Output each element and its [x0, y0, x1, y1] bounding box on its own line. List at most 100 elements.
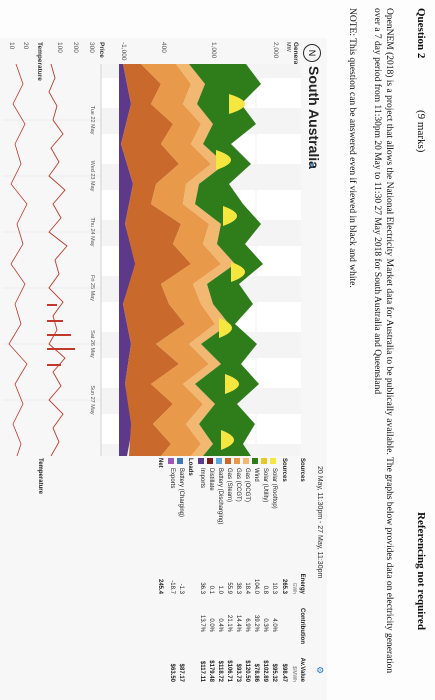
legend-swatch	[198, 458, 204, 464]
load-row[interactable]: Exports -18.7 $63.50	[166, 458, 175, 698]
day-label-fri: Fri 25 May	[89, 275, 95, 301]
day-label-wed: Wed 23 May	[89, 161, 95, 192]
source-name: Gas (CCGT)	[235, 468, 241, 502]
source-name: Gas (OCGT)	[244, 468, 250, 502]
source-energy: 0.1	[208, 585, 214, 594]
day-label-sat: Sat 26 May	[89, 330, 95, 358]
source-contribution: 0.3%	[262, 618, 268, 632]
load-value: $87.17	[178, 663, 184, 682]
y-tick: 10	[8, 42, 15, 50]
source-value: $93.73	[235, 663, 241, 682]
day-label-thu: Thu 24 May	[89, 217, 95, 246]
source-value: $118.72	[217, 660, 223, 682]
source-row[interactable]: Solar (Rooftop) 10.3 4.0% $95.32	[268, 458, 277, 698]
unit-value: $/MWh	[291, 666, 297, 682]
source-row[interactable]: Distillate 0.1 0.0% $179.48	[205, 458, 214, 698]
total-value: $98.47	[281, 663, 287, 682]
legend-swatch	[243, 458, 249, 464]
total-label: Sources	[281, 458, 287, 482]
col-header-value[interactable]: Av.Value	[299, 657, 305, 682]
source-energy: 18.4	[244, 582, 250, 594]
load-value: $63.50	[169, 663, 175, 682]
generation-stacked-area-chart: Tue 22 May Wed 23 May Thu 24 May Fri 25 …	[3, 64, 301, 456]
gas-ccgt-area	[141, 64, 221, 456]
source-row[interactable]: Gas (Steam) 55.9 21.1% $106.71	[223, 458, 232, 698]
note-text: NOTE: This question can be answered even…	[347, 8, 357, 288]
source-value: $95.32	[271, 663, 277, 682]
source-row[interactable]: Gas (CCGT) 38.3 14.4% $93.73	[232, 458, 241, 698]
source-energy: 104.0	[253, 578, 259, 594]
source-value: $179.48	[208, 660, 214, 682]
gas-steam-area	[121, 64, 191, 456]
day-label-sun: Sun 27 May	[89, 385, 95, 415]
source-name: Imports	[199, 468, 205, 489]
opennem-screenshot: N South Australia ⌄ 20 May, 11:30pm - 27…	[0, 38, 327, 700]
source-contribution: 14.4%	[235, 614, 241, 632]
source-contribution: 0.4%	[217, 618, 223, 632]
source-energy: 0.8	[262, 585, 268, 594]
opennem-logo-icon: N	[303, 44, 321, 62]
col-header-energy[interactable]: Energy	[299, 573, 305, 594]
source-energy: 38.3	[235, 582, 241, 594]
referencing-note: Referencing not required	[415, 512, 427, 630]
region-title[interactable]: South Australia	[306, 66, 322, 169]
source-value: $78.86	[253, 663, 259, 682]
unit-energy: GWh	[291, 582, 297, 594]
net-energy: 245.4	[157, 578, 163, 594]
net-label: Net	[157, 458, 163, 468]
source-contribution: 21.1%	[226, 614, 232, 632]
day-label-tue: Tue 22 May	[89, 106, 95, 135]
y-tick: 200	[72, 42, 79, 53]
price-line	[48, 64, 68, 456]
legend-swatch	[261, 458, 267, 464]
source-row[interactable]: Imports 36.3 13.7% $117.11	[196, 458, 205, 698]
source-energy: 10.3	[271, 582, 277, 594]
question-number: Question 2	[415, 8, 427, 59]
col-header-sources: Sources	[299, 458, 305, 482]
source-name: Solar (Rooftop)	[271, 468, 277, 509]
y-tick: 400	[160, 42, 167, 53]
source-row[interactable]: Gas (OCGT) 18.4 6.9% $120.50	[241, 458, 250, 698]
legend-swatch	[225, 458, 231, 464]
legend-swatch	[252, 458, 258, 464]
imports-area	[119, 64, 136, 456]
loads-label: Loads	[187, 458, 193, 476]
price-label: Price	[98, 42, 105, 58]
source-row[interactable]: Battery (Discharging) 1.0 0.4% $118.72	[214, 458, 223, 698]
source-value: $120.50	[244, 660, 250, 682]
load-name: Battery (Charging)	[178, 468, 184, 518]
legend-swatch	[207, 458, 213, 464]
load-name: Exports	[169, 468, 175, 489]
load-row[interactable]: Battery (Charging) -1.3 $87.17	[175, 458, 184, 698]
settings-gear-icon[interactable]: ⚙	[315, 666, 325, 675]
source-contribution: 39.2%	[253, 614, 259, 632]
source-name: Distillate	[208, 468, 214, 491]
source-energy: 55.9	[226, 582, 232, 594]
chevron-down-icon[interactable]: ⌄	[307, 160, 321, 171]
source-name: Battery (Discharging)	[217, 468, 223, 525]
solar-area	[216, 94, 245, 450]
generation-unit: MW	[285, 42, 291, 52]
question-paragraph: OpenNEM (2018) is a project that allows …	[372, 8, 394, 674]
source-contribution: 6.9%	[244, 618, 250, 632]
load-energy: -1.3	[178, 583, 184, 594]
source-name: Gas (Steam)	[226, 468, 232, 503]
energy-summary-table: Sources Energy Contribution Av.Value GWh…	[5, 458, 305, 698]
source-value: $102.89	[262, 660, 268, 682]
temperature-line	[8, 64, 28, 456]
source-name: Wind	[253, 468, 259, 482]
source-row[interactable]: Wind 104.0 39.2% $78.86	[250, 458, 259, 698]
legend-swatch	[177, 458, 183, 464]
source-row[interactable]: Solar (Utility) 0.8 0.3% $102.89	[259, 458, 268, 698]
y-tick: 2,000	[272, 42, 279, 59]
col-header-contribution[interactable]: Contribution	[299, 608, 305, 644]
day-axis-labels: Tue 22 May Wed 23 May Thu 24 May Fri 25 …	[89, 106, 95, 415]
legend-swatch	[168, 458, 174, 464]
y-tick: -1,000	[120, 42, 127, 61]
source-value: $117.11	[199, 660, 205, 682]
source-contribution: 0.0%	[208, 618, 214, 632]
y-tick: 1,000	[210, 42, 217, 59]
total-energy: 265.3	[281, 578, 287, 594]
y-tick: 100	[56, 42, 63, 53]
